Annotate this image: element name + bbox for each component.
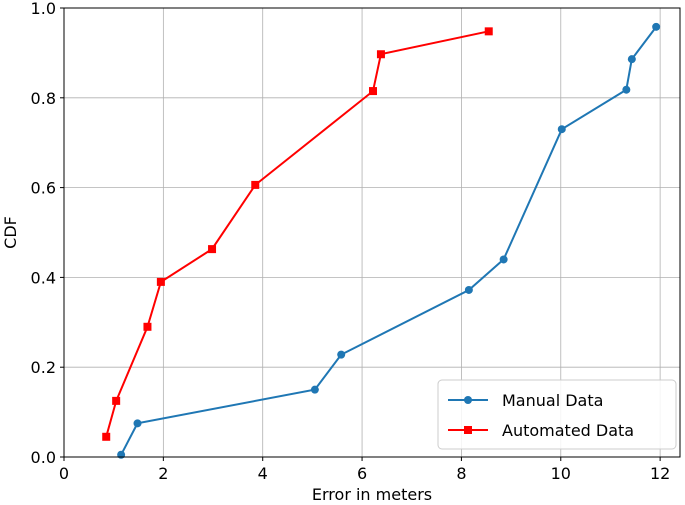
series-markers	[102, 22, 661, 459]
data-point	[627, 55, 636, 64]
plot-frame	[63, 7, 681, 458]
x-tick-label: 8	[456, 464, 466, 483]
data-point	[112, 396, 121, 405]
legend-box	[437, 379, 677, 450]
y-tick-label: 0.4	[31, 268, 56, 287]
data-point	[464, 285, 473, 294]
series-line-0	[120, 26, 657, 456]
data-point	[652, 22, 661, 31]
legend-label-0: Manual Data	[502, 391, 603, 410]
x-tick-label: 6	[357, 464, 367, 483]
y-tick-label: 0.2	[31, 358, 56, 377]
data-point	[557, 125, 566, 134]
x-tick-label: 10	[551, 464, 571, 483]
y-tick-label: 0.0	[31, 448, 56, 467]
y-axis-label: CDF	[1, 216, 20, 249]
data-point	[133, 419, 142, 428]
x-tick-label: 2	[158, 464, 168, 483]
x-tick-label: 4	[258, 464, 268, 483]
legend-marker-1	[464, 426, 472, 434]
data-point	[251, 180, 260, 189]
data-point	[117, 450, 126, 459]
x-tick-label: 0	[59, 464, 69, 483]
legend-label-1: Automated Data	[502, 421, 634, 440]
data-point	[156, 277, 165, 286]
data-point	[102, 432, 111, 441]
y-tick-label: 0.6	[31, 179, 56, 198]
data-point	[143, 322, 152, 331]
data-point	[622, 85, 631, 94]
data-point	[208, 245, 217, 254]
data-point	[484, 27, 493, 36]
data-point	[499, 255, 508, 264]
data-point	[337, 350, 346, 359]
data-point	[310, 385, 319, 394]
legend: Manual Data Automated Data	[437, 379, 677, 450]
legend-marker-0	[464, 396, 472, 404]
data-point	[368, 87, 377, 96]
y-tick-label: 1.0	[31, 0, 56, 18]
x-tick-label: 12	[650, 464, 670, 483]
axis-ticks: 0 2 4 6 8 10 12 0.0 0.2 0.4 0.6 0.8 1.0	[31, 0, 671, 483]
data-point	[376, 50, 385, 59]
y-tick-label: 0.8	[31, 89, 56, 108]
x-axis-label: Error in meters	[312, 485, 432, 504]
